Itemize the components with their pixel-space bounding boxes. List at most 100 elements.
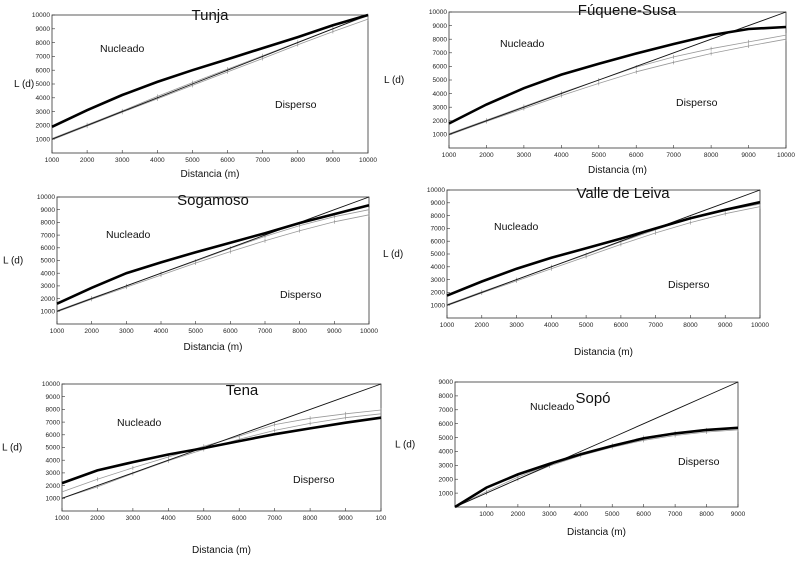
x-tick-label: 1000 bbox=[479, 511, 494, 518]
x-axis-label: Distancia (m) bbox=[184, 342, 243, 353]
x-tick-label: 8000 bbox=[683, 322, 698, 329]
chart-panel-6: Sopó 1000 2000 3000 4000 5000 6000 7000 8000 9000… bbox=[395, 379, 746, 538]
series-line-observed bbox=[448, 25, 787, 125]
region-label-nucleado: Nucleado bbox=[100, 43, 145, 55]
x-tick-label: 9000 bbox=[327, 328, 342, 335]
y-tick-label: 5000 bbox=[433, 77, 448, 84]
series-line-observed bbox=[56, 204, 370, 305]
y-tick-label: 5000 bbox=[36, 81, 51, 88]
plot-frame bbox=[51, 14, 369, 154]
y-tick-label: 3000 bbox=[46, 470, 61, 477]
x-tick-label: 6000 bbox=[232, 515, 247, 522]
y-tick-label: 4000 bbox=[36, 95, 51, 102]
x-tick-label: 2000 bbox=[80, 157, 95, 164]
plot-frame bbox=[454, 381, 739, 508]
series-line-envelope-lower bbox=[446, 206, 761, 307]
region-label-nucleado: Nucleado bbox=[530, 401, 575, 413]
y-tick-label: 5000 bbox=[46, 445, 61, 452]
series-line-expected bbox=[454, 381, 739, 508]
x-tick-label: 1000 bbox=[45, 157, 60, 164]
x-axis-label: Distancia (m) bbox=[574, 347, 633, 358]
y-tick-label: 8000 bbox=[36, 40, 51, 47]
region-label-disperso: Disperso bbox=[668, 279, 710, 291]
plot-frame bbox=[61, 383, 382, 512]
x-tick-label: 9000 bbox=[731, 511, 746, 518]
region-label-disperso: Disperso bbox=[293, 474, 335, 486]
series-line-expected bbox=[56, 196, 370, 312]
y-tick-label: 2000 bbox=[439, 476, 454, 483]
y-axis-label: L (d) bbox=[2, 443, 22, 454]
x-tick-label: 5000 bbox=[188, 328, 203, 335]
series-line-envelope-lower bbox=[448, 38, 787, 136]
y-tick-label: 1000 bbox=[46, 496, 61, 503]
region-label-nucleado: Nucleado bbox=[106, 229, 151, 241]
x-tick-label: 2000 bbox=[479, 152, 494, 159]
series-line-observed bbox=[446, 200, 761, 297]
y-tick-label: 3000 bbox=[41, 283, 56, 290]
chart-panel-3: Sogamoso 1000 2000 3000 4000 5000 6000 7000 8000… bbox=[3, 192, 378, 353]
y-tick-label: 5000 bbox=[41, 258, 56, 265]
series-line-observed bbox=[454, 426, 739, 509]
region-label-nucleado: Nucleado bbox=[500, 38, 545, 50]
chart-title: Fúquene-Susa bbox=[578, 2, 677, 19]
y-tick-label: 4000 bbox=[41, 270, 56, 277]
y-tick-label: 9000 bbox=[433, 23, 448, 30]
y-tick-label: 2000 bbox=[41, 296, 56, 303]
y-tick-label: 9000 bbox=[439, 379, 454, 386]
y-tick-label: 1000 bbox=[433, 132, 448, 139]
x-tick-label: 2000 bbox=[511, 511, 526, 518]
x-tick-label: 6000 bbox=[636, 511, 651, 518]
x-tick-label: 10000 bbox=[751, 322, 769, 329]
x-tick-label: 9000 bbox=[741, 152, 756, 159]
x-tick-label: 3000 bbox=[115, 157, 130, 164]
x-tick-label: 4000 bbox=[544, 322, 559, 329]
series-line-observed bbox=[51, 13, 369, 128]
y-tick-label: 8000 bbox=[433, 36, 448, 43]
chart-title: Sogamoso bbox=[177, 192, 249, 209]
y-tick-label: 3000 bbox=[431, 277, 446, 284]
series-line-observed bbox=[61, 416, 382, 485]
x-tick-label: 5000 bbox=[592, 152, 607, 159]
y-tick-label: 2000 bbox=[36, 123, 51, 130]
chart-panel-1: Tunja 1000 2000 3000 4000 5000 6000 7000 8000 900… bbox=[14, 7, 377, 180]
y-tick-label: 7000 bbox=[439, 407, 454, 414]
y-tick-label: 6000 bbox=[41, 245, 56, 252]
chart-title: Sopó bbox=[575, 390, 610, 407]
x-tick-label: 4000 bbox=[154, 328, 169, 335]
region-label-nucleado: Nucleado bbox=[494, 221, 539, 233]
chart-panel-2: Fúquene-Susa 1000 2000 3000 4000 5000 6000 7000… bbox=[384, 2, 795, 176]
x-tick-label: 7000 bbox=[267, 515, 282, 522]
y-tick-label: 5000 bbox=[431, 251, 446, 258]
region-label-disperso: Disperso bbox=[275, 99, 317, 111]
y-axis-label: L (d) bbox=[14, 79, 34, 90]
x-tick-label: 9000 bbox=[338, 515, 353, 522]
chart-title: Valle de Leiva bbox=[576, 185, 670, 202]
y-tick-label: 3000 bbox=[36, 109, 51, 116]
x-tick-label: 2000 bbox=[84, 328, 99, 335]
x-tick-label: 1000 bbox=[50, 328, 65, 335]
y-tick-label: 9000 bbox=[41, 207, 56, 214]
x-tick-label: 7000 bbox=[668, 511, 683, 518]
x-tick-label: 7000 bbox=[666, 152, 681, 159]
y-tick-label: 6000 bbox=[431, 238, 446, 245]
y-tick-label: 7000 bbox=[41, 232, 56, 239]
y-axis-label: L (d) bbox=[395, 440, 415, 451]
region-label-nucleado: Nucleado bbox=[117, 417, 162, 429]
y-tick-label: 8000 bbox=[439, 393, 454, 400]
y-tick-label: 1000 bbox=[36, 136, 51, 143]
y-tick-label: 7000 bbox=[433, 50, 448, 57]
y-tick-label: 10000 bbox=[429, 9, 447, 16]
x-tick-label: 2000 bbox=[90, 515, 105, 522]
x-tick-label: 1000 bbox=[442, 152, 457, 159]
chart-title: Tunja bbox=[192, 7, 230, 24]
y-tick-label: 10000 bbox=[42, 381, 60, 388]
x-tick-label: 9000 bbox=[718, 322, 733, 329]
y-tick-label: 7000 bbox=[36, 54, 51, 61]
x-tick-label: 4000 bbox=[574, 511, 589, 518]
x-tick-label: 3000 bbox=[542, 511, 557, 518]
chart-panel-4: Valle de Leiva 1000 2000 3000 4000 5000 6000 70… bbox=[383, 185, 769, 358]
x-axis-label: Distancia (m) bbox=[588, 165, 647, 176]
chart-title: Tena bbox=[226, 382, 259, 399]
y-tick-label: 4000 bbox=[46, 457, 61, 464]
